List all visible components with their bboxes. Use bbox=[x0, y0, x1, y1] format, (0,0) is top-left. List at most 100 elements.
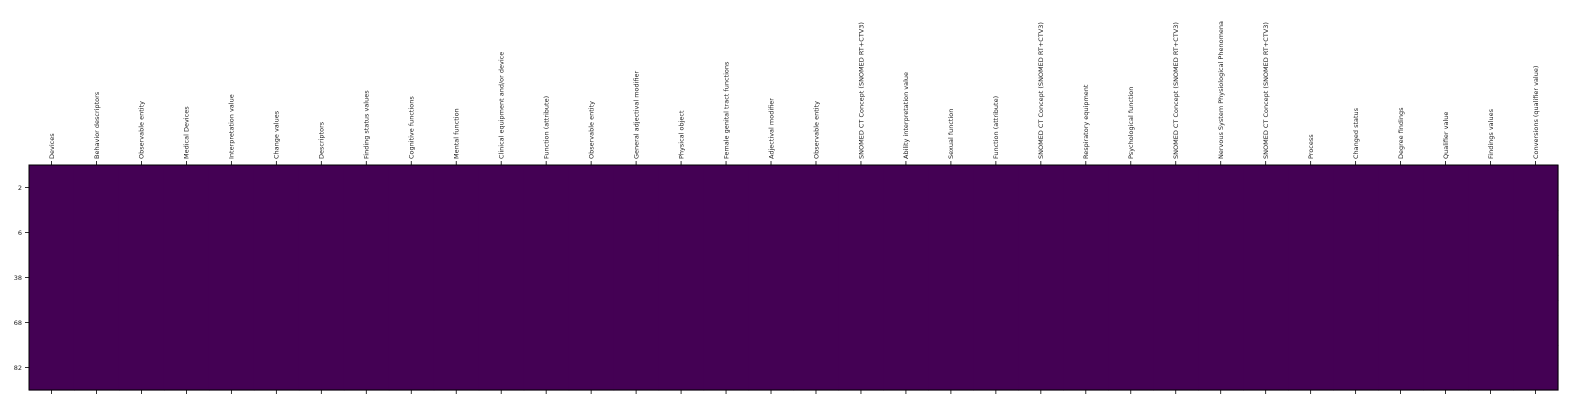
heatmap-cell bbox=[883, 300, 930, 346]
heatmap-cell bbox=[343, 345, 390, 391]
heatmap-cell bbox=[658, 345, 705, 391]
x-tick-label: Psychological function bbox=[1127, 87, 1135, 159]
heatmap-cell bbox=[343, 165, 390, 211]
x-tick-label: Respiratory equipment bbox=[1082, 84, 1090, 159]
heatmap-cell bbox=[1423, 210, 1469, 256]
heatmap-cell bbox=[1333, 210, 1379, 256]
heatmap-cell bbox=[658, 300, 705, 346]
x-tick-label: SNOMED CT Concept (SNOMED RT+CTV3) bbox=[1037, 22, 1045, 159]
heatmap-cell bbox=[388, 345, 435, 391]
heatmap-cell bbox=[163, 165, 210, 211]
heatmap-cell bbox=[793, 345, 840, 391]
x-tick-label: SNOMED CT Concept (SNOMED RT+CTV3) bbox=[1262, 22, 1270, 159]
heatmap-cell bbox=[1333, 300, 1379, 346]
heatmap-cell bbox=[433, 255, 480, 301]
heatmap-cell bbox=[523, 210, 570, 256]
heatmap-cell bbox=[568, 165, 615, 211]
heatmap-cell bbox=[253, 300, 300, 346]
x-tick-label: Qualifier value bbox=[1442, 112, 1450, 159]
heatmap-cell bbox=[163, 345, 210, 391]
heatmap-cell bbox=[568, 210, 615, 256]
heatmap-cell bbox=[523, 300, 570, 346]
heatmap-cell bbox=[658, 255, 705, 301]
heatmap-cell bbox=[1063, 255, 1109, 301]
heatmap-cell bbox=[298, 300, 345, 346]
heatmap-cell bbox=[658, 210, 705, 256]
heatmap-cell bbox=[1108, 345, 1154, 391]
heatmap-cell bbox=[29, 255, 75, 301]
heatmap-cell bbox=[1063, 345, 1109, 391]
heatmap-cell bbox=[523, 345, 570, 391]
heatmap-cell bbox=[1198, 345, 1244, 391]
heatmap-cell bbox=[1468, 345, 1514, 391]
heatmap-cell bbox=[1198, 210, 1244, 256]
heatmap-cell bbox=[1423, 165, 1469, 211]
heatmap-cell bbox=[928, 255, 974, 301]
heatmap-cell bbox=[793, 300, 840, 346]
x-tick-label: Nervous System Physiological Phenomena bbox=[1217, 21, 1225, 159]
heatmap-cell bbox=[433, 165, 480, 211]
heatmap-cell bbox=[253, 345, 300, 391]
heatmap-cell bbox=[1018, 165, 1064, 211]
heatmap-cell bbox=[1468, 210, 1514, 256]
heatmap-cell bbox=[838, 210, 885, 256]
heatmap-cell bbox=[1243, 255, 1289, 301]
x-tick-label: Changed status bbox=[1352, 107, 1360, 159]
heatmap-cell bbox=[1288, 210, 1334, 256]
heatmap-cell bbox=[73, 210, 120, 256]
heatmap-cell bbox=[1108, 210, 1154, 256]
heatmap-cell bbox=[703, 255, 750, 301]
heatmap-cell bbox=[253, 165, 300, 211]
x-tick-label: Female genital tract functions bbox=[722, 61, 730, 159]
heatmap-cell bbox=[298, 210, 345, 256]
x-tick-label: Ability interpretation value bbox=[902, 72, 910, 159]
heatmap-cell bbox=[1333, 345, 1379, 391]
heatmap-cell bbox=[1108, 300, 1154, 346]
heatmap-cell bbox=[478, 300, 525, 346]
heatmap-cell bbox=[703, 345, 750, 391]
heatmap-cell bbox=[1333, 165, 1379, 211]
heatmap-cell bbox=[1378, 345, 1424, 391]
heatmap-cell bbox=[73, 345, 120, 391]
heatmap-cell bbox=[1423, 345, 1469, 391]
heatmap-cell bbox=[1288, 300, 1334, 346]
x-tick-label: Devices bbox=[48, 133, 56, 159]
heatmap-cell bbox=[883, 345, 930, 391]
x-tick-label: Physical object bbox=[677, 110, 685, 159]
y-tick-label: 38 bbox=[14, 274, 22, 282]
heatmap-cell bbox=[1513, 300, 1559, 346]
heatmap-cell bbox=[208, 165, 255, 211]
heatmap-cell bbox=[118, 300, 165, 346]
heatmap-cell bbox=[388, 210, 435, 256]
heatmap-cell bbox=[838, 165, 885, 211]
heatmap-cell bbox=[1063, 165, 1109, 211]
x-tick-label: Observable entity bbox=[138, 101, 146, 159]
heatmap-cell bbox=[1153, 165, 1199, 211]
heatmap-cell bbox=[973, 300, 1019, 346]
heatmap-cell bbox=[118, 210, 165, 256]
x-tick-label: Change values bbox=[273, 110, 281, 159]
heatmap-cell bbox=[748, 255, 795, 301]
heatmap-cell bbox=[388, 165, 435, 211]
x-tick-label: Observable entity bbox=[587, 101, 595, 159]
heatmap-cell bbox=[973, 165, 1019, 211]
heatmap-cell bbox=[568, 345, 615, 391]
heatmap-cell bbox=[118, 345, 165, 391]
heatmap-cell bbox=[1378, 300, 1424, 346]
x-tick-label: Behavior descriptors bbox=[93, 91, 101, 159]
heatmap-cell bbox=[1018, 255, 1064, 301]
x-tick-label: Function (attribute) bbox=[992, 96, 1000, 159]
x-tick-label: Clinical equipment and/or device bbox=[497, 52, 505, 159]
x-tick-label: Sexual function bbox=[947, 109, 955, 159]
heatmap-cell bbox=[748, 345, 795, 391]
heatmap-cell bbox=[1288, 165, 1334, 211]
heatmap-cell bbox=[883, 165, 930, 211]
heatmap-cell bbox=[1198, 255, 1244, 301]
heatmap-cell bbox=[253, 255, 300, 301]
heatmap-cell bbox=[478, 210, 525, 256]
heatmap-cell bbox=[748, 165, 795, 211]
x-tick-label: Conversions (qualifier value) bbox=[1532, 66, 1540, 159]
heatmap-cell bbox=[29, 165, 75, 211]
heatmap-cell bbox=[118, 255, 165, 301]
heatmap-cell bbox=[613, 345, 660, 391]
